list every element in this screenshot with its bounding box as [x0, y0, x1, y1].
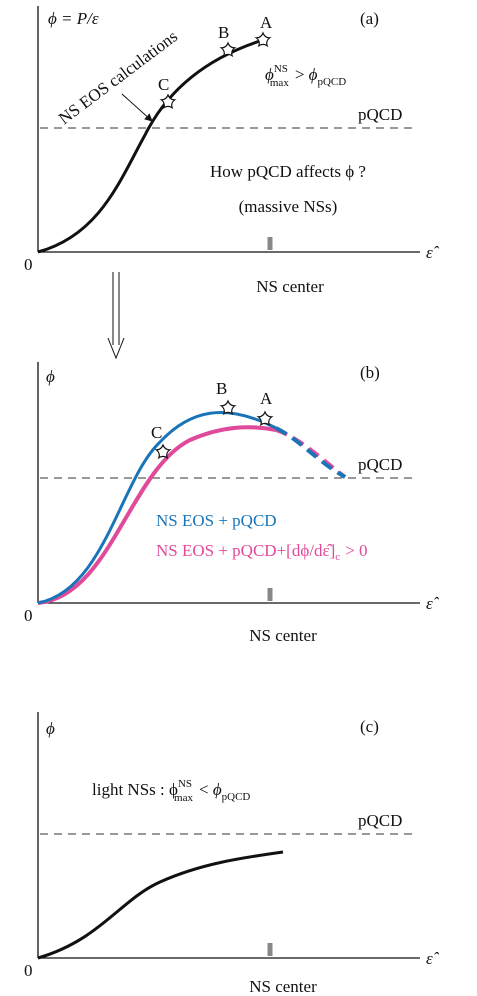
pink-curve [37, 425, 277, 605]
panel-label: (a) [360, 9, 379, 28]
transition-arrow [107, 272, 125, 360]
center-label: NS center [249, 977, 317, 996]
point-label: C [151, 423, 162, 442]
panel-label: (c) [360, 717, 379, 736]
question-note: (massive NSs) [239, 197, 338, 216]
point-label: B [218, 23, 229, 42]
center-label: NS center [256, 277, 324, 296]
point-label: C [158, 75, 169, 94]
legend-blue: NS EOS + pQCD [156, 511, 277, 530]
panel-a: ϕ = P/ε (a) A B C NS EOS calculations ϕN… [24, 6, 440, 296]
curve [37, 850, 284, 960]
panel-b: ϕ (b) A B C pQCD NS EOS + pQCD NS EOS + … [24, 362, 440, 645]
origin: 0 [24, 255, 33, 274]
panel-c: ϕ (c) light NSs : ϕNS max < ϕpQCD pQCD 0 ε… [24, 712, 440, 996]
question: How pQCD affects ϕ ? [210, 162, 366, 181]
curve [37, 38, 264, 254]
pqcd-label: pQCD [358, 455, 402, 474]
arrow [121, 93, 153, 122]
legend-pink: NS EOS + pQCD+[dϕ/dε̂]c > 0 [156, 541, 368, 563]
pqcd-label: pQCD [358, 811, 402, 830]
panel-label: (b) [360, 363, 380, 382]
x-label: ε̂ [426, 594, 440, 613]
y-label: ϕ = P/ε [48, 9, 99, 28]
center-label: NS center [249, 626, 317, 645]
pqcd-label: pQCD [358, 105, 402, 124]
origin: 0 [24, 606, 33, 625]
x-label: ε̂ [426, 243, 440, 262]
blue-dashed [275, 426, 346, 479]
x-label: ε̂ [426, 949, 440, 968]
point-label: A [260, 389, 273, 408]
point-label: B [216, 379, 227, 398]
condition: light NSs : ϕNS max < ϕpQCD [92, 778, 250, 804]
y-label: ϕ [46, 367, 55, 386]
origin: 0 [24, 961, 33, 980]
point-label: A [260, 13, 273, 32]
y-label: ϕ [46, 719, 55, 738]
condition: ϕNS max > ϕpQCD [265, 63, 346, 89]
